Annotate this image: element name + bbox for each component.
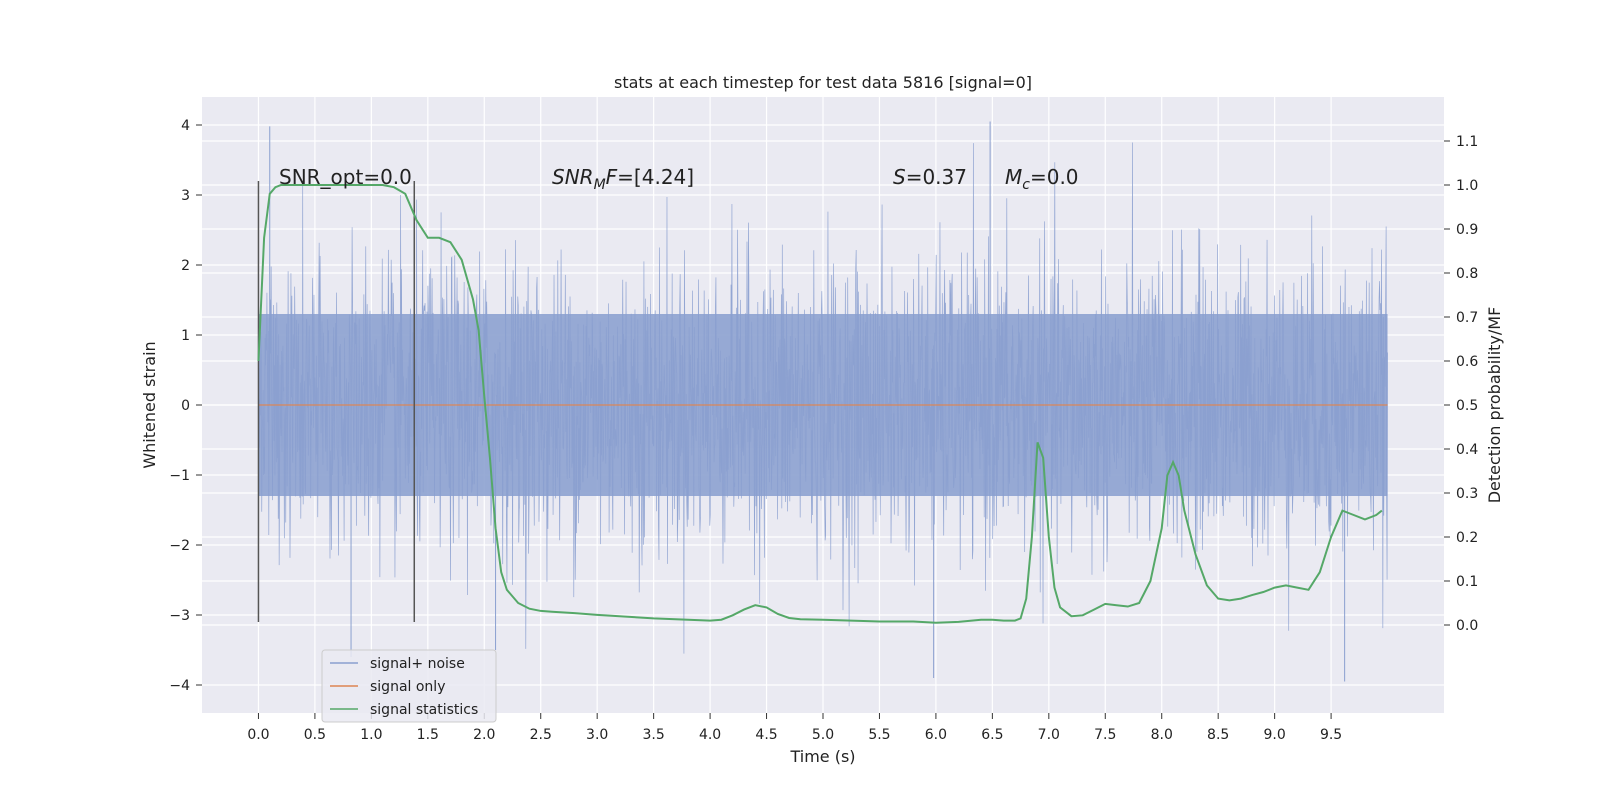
snr-mf-symbol-2: F — [606, 165, 618, 189]
mc-symbol: M — [1005, 165, 1022, 189]
y2-tick-label: 0.5 — [1456, 398, 1478, 414]
x-tick-label: 8.5 — [1207, 727, 1229, 743]
y-tick-label: −4 — [169, 678, 190, 694]
y2-tick-label: 0.9 — [1456, 222, 1478, 238]
y-axis-label: Whitened strain — [140, 341, 159, 468]
mc-value: =0.0 — [1030, 165, 1079, 189]
y2-tick-label: 1.0 — [1456, 178, 1478, 194]
vertical-markers — [257, 181, 416, 622]
chart-title: stats at each timestep for test data 581… — [614, 73, 1032, 92]
x-tick-label: 9.5 — [1320, 727, 1342, 743]
y-axis-ticks: 4 3 2 1 0 −1 −2 −3 −4 — [169, 118, 202, 694]
y2-tick-label: 0.3 — [1456, 486, 1478, 502]
y2-tick-label: 0.2 — [1456, 530, 1478, 546]
y-tick-label: −2 — [169, 538, 190, 554]
snr-mf-subscript: M — [594, 177, 606, 193]
x-tick-label: 8.0 — [1151, 727, 1173, 743]
signal-statistics-series — [257, 184, 1383, 624]
x-tick-label: 4.5 — [755, 727, 777, 743]
y2-tick-label: 0.4 — [1456, 442, 1478, 458]
snr-mf-value: =[4.24] — [617, 165, 694, 189]
y2-tick-label: 0.8 — [1456, 266, 1478, 282]
legend: signal+ noise signal only signal statist… — [321, 649, 497, 723]
mc-subscript: c — [1022, 177, 1030, 193]
annotation-s: S=0.37 — [893, 165, 967, 189]
y2-axis-label: Detection probability/MF — [1485, 307, 1504, 504]
x-tick-label: 6.0 — [925, 727, 947, 743]
noise-trace — [258, 142, 1388, 654]
x-tick-label: 1.5 — [417, 727, 439, 743]
legend-label-signal-noise: signal+ noise — [370, 656, 465, 672]
y-tick-label: −3 — [169, 608, 190, 624]
x-tick-label: 4.0 — [699, 727, 721, 743]
s-value: =0.37 — [906, 165, 967, 189]
annotation-snr-mf: SNRMF=[4.24] — [552, 165, 694, 193]
x-tick-label: 3.0 — [586, 727, 608, 743]
annotation-snr-opt: SNR_opt=0.0 — [279, 165, 412, 189]
y-tick-label: 0 — [181, 398, 190, 414]
y2-axis-ticks: 1.1 1.0 0.9 0.8 0.7 0.6 0.5 0.4 0.3 0.2 0.1 0.0 — [1444, 134, 1478, 634]
y-tick-label: 3 — [181, 188, 190, 204]
x-tick-label: 0.5 — [304, 727, 326, 743]
x-axis-ticks: 0.0 0.5 1.0 1.5 2.0 2.5 3.0 3.5 4.0 4.5 5.0 5.5 6.0 6… — [247, 713, 1342, 743]
y2-tick-label: 0.6 — [1456, 354, 1478, 370]
y-tick-label: 2 — [181, 258, 190, 274]
y-tick-label: −1 — [169, 468, 190, 484]
x-tick-label: 6.5 — [981, 727, 1003, 743]
x-axis-label: Time (s) — [789, 747, 855, 766]
legend-label-signal-statistics: signal statistics — [370, 702, 478, 718]
y2-tick-label: 0.7 — [1456, 310, 1478, 326]
x-tick-label: 1.0 — [360, 727, 382, 743]
legend-box — [321, 649, 497, 723]
y2-tick-label: 0.0 — [1456, 618, 1478, 634]
x-tick-label: 2.5 — [530, 727, 552, 743]
annotation-mc: Mc=0.0 — [1005, 165, 1079, 193]
x-tick-label: 3.5 — [643, 727, 665, 743]
legend-label-signal-only: signal only — [370, 679, 445, 695]
x-tick-label: 0.0 — [247, 727, 269, 743]
x-tick-label: 7.0 — [1038, 727, 1060, 743]
x-tick-label: 2.0 — [473, 727, 495, 743]
y2-tick-label: 1.1 — [1456, 134, 1478, 150]
y-tick-label: 4 — [181, 118, 190, 134]
x-tick-label: 7.5 — [1094, 727, 1116, 743]
s-symbol: S — [893, 165, 906, 189]
y2-tick-label: 0.1 — [1456, 574, 1478, 590]
x-tick-label: 5.0 — [812, 727, 834, 743]
snr-mf-symbol: SNR — [552, 165, 594, 189]
x-tick-label: 5.5 — [868, 727, 890, 743]
y-tick-label: 1 — [181, 328, 190, 344]
signal-statistics-line — [257, 184, 1383, 624]
x-tick-label: 9.0 — [1264, 727, 1286, 743]
